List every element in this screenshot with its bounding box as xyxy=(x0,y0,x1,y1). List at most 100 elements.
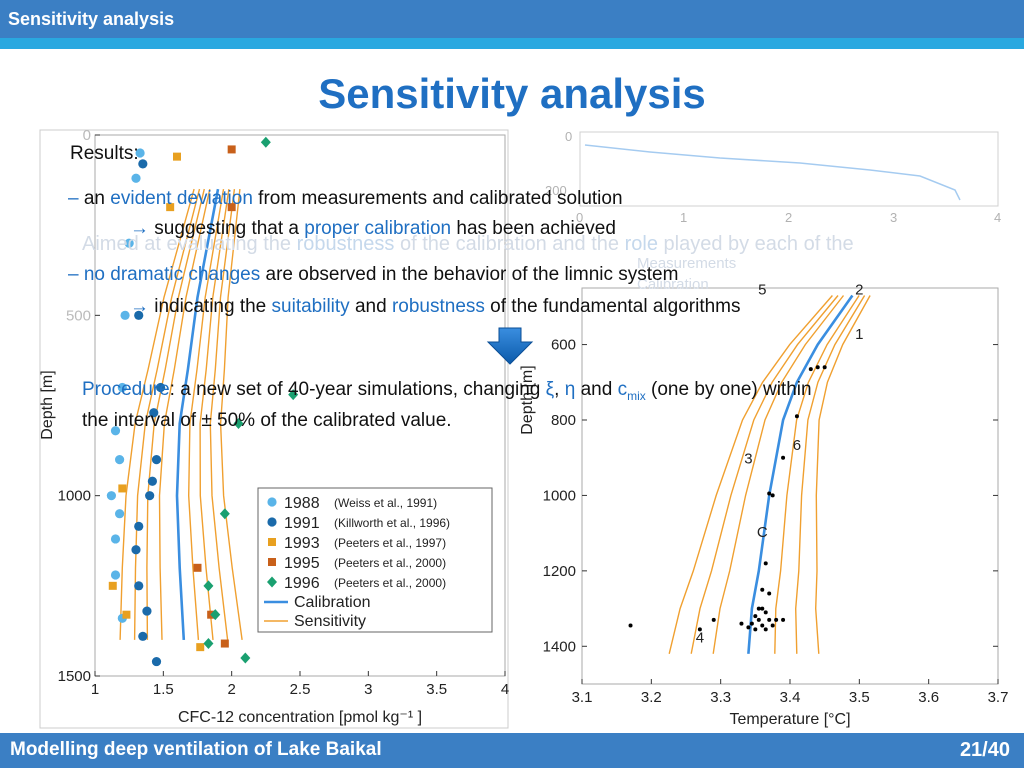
ghost-text: Aimed at evaluating the xyxy=(82,233,297,255)
background-chart-line xyxy=(584,144,961,201)
data-point-1988 xyxy=(106,491,116,501)
data-point-1991 xyxy=(142,606,152,616)
bullet-text: of the fundamental algorithms xyxy=(484,296,741,317)
curve-label: 6 xyxy=(793,437,801,454)
data-point-1996 xyxy=(210,609,221,621)
curve-label: 4 xyxy=(696,630,704,647)
arrow-icon: → xyxy=(130,218,155,239)
sensitivity-line xyxy=(158,188,211,640)
y-tick-label: 1000 xyxy=(58,488,91,505)
footer-bar xyxy=(0,733,1024,768)
background-chart-tick: 0 xyxy=(565,129,572,144)
data-point-1991 xyxy=(156,382,166,393)
data-point-1995 xyxy=(227,203,236,212)
highlight-text: suitability xyxy=(271,296,350,317)
x-tick-label: 3.5 xyxy=(426,681,447,698)
measurement-point xyxy=(794,414,799,419)
procedure-text: : a new set of 40-year simulations, chan… xyxy=(169,379,546,400)
procedure-text: , xyxy=(554,379,565,400)
measurement-point xyxy=(628,623,633,628)
measurement-point xyxy=(760,623,765,628)
header-bar xyxy=(0,0,1024,38)
sensitivity-line xyxy=(133,188,201,640)
data-point-1993 xyxy=(166,203,175,212)
x-tick-label: 3.2 xyxy=(641,689,662,706)
highlight-text: no dramatic changes xyxy=(83,264,261,285)
data-point-1996 xyxy=(203,638,214,650)
measurement-point xyxy=(763,561,768,566)
measurement-point xyxy=(697,627,702,632)
x-axis-label: CFC-12 concentration [pmol kg⁻¹ ] xyxy=(178,709,422,726)
y-axis-label: Depth [m] xyxy=(519,365,536,434)
measurement-point xyxy=(781,455,786,460)
legend-line-label: Sensitivity xyxy=(294,613,366,630)
y-tick-label: 1000 xyxy=(543,487,576,504)
curve-label: 2 xyxy=(855,281,863,298)
measurement-point xyxy=(763,627,768,632)
data-point-1988 xyxy=(110,426,121,436)
data-point-1988 xyxy=(135,148,145,158)
legend-reference: (Peeters et al., 1997) xyxy=(334,536,446,550)
ghost-text: of the calibration and the xyxy=(394,233,625,255)
data-point-1991 xyxy=(147,476,157,486)
legend-marker xyxy=(268,558,276,566)
measurement-point xyxy=(767,591,772,596)
legend-marker xyxy=(268,538,276,546)
x-tick-label: 2 xyxy=(227,681,235,698)
results-label: Results: xyxy=(70,143,139,164)
highlight-text: evident deviation xyxy=(110,188,253,209)
section-label: Sensitivity analysis xyxy=(8,9,175,29)
bullet-text: and xyxy=(349,296,392,317)
data-point-1991 xyxy=(131,545,141,555)
x-tick-label: 3.6 xyxy=(918,689,939,706)
measurement-point xyxy=(749,621,754,626)
data-point-1988 xyxy=(120,310,130,320)
legend-marker xyxy=(267,576,277,588)
ghost-legend-1: Measurements xyxy=(637,255,737,272)
legend-year: 1988 xyxy=(284,495,320,512)
calibration-line xyxy=(175,188,220,640)
calibration-line xyxy=(747,294,854,654)
x-tick-label: 4 xyxy=(501,681,509,698)
measurement-point xyxy=(756,617,761,622)
procedure-text: (one by one) within xyxy=(645,379,812,400)
curve-label: 3 xyxy=(744,450,752,467)
y-tick-label: 1400 xyxy=(543,638,576,655)
data-point-1988 xyxy=(115,455,125,465)
ghost-legend-2: Calibration xyxy=(637,276,709,293)
data-point-1988 xyxy=(131,173,141,183)
cfc12-chart: 1 1.5 2 2.5 3 3.5 4 0 500 1000 1500 CFC-12 concentr… xyxy=(39,127,509,729)
sensitivity-line xyxy=(668,295,833,654)
x-tick-label: 2.5 xyxy=(290,681,311,698)
data-point-1996 xyxy=(203,580,214,592)
bullet-text: from measurements and calibrated solutio… xyxy=(252,188,623,209)
background-chart-frame xyxy=(579,131,999,207)
temperature-plot-frame xyxy=(581,287,999,685)
data-point-1988 xyxy=(115,509,125,519)
legend-year: 1996 xyxy=(284,575,320,592)
ghost-text: role xyxy=(624,233,658,255)
y-tick-label: 1200 xyxy=(543,563,576,580)
procedure-label: Procedure xyxy=(82,379,170,400)
result-bullet-2: – no dramatic changes are observed in th… xyxy=(68,264,678,287)
measurement-point xyxy=(711,617,716,622)
bullet-text: indicating the xyxy=(154,296,272,317)
background-chart-tick: 0 xyxy=(576,210,583,225)
background-chart-tick: 4 xyxy=(994,210,1001,225)
sensitivity-line xyxy=(119,188,195,640)
y-tick-label: 500 xyxy=(66,307,91,324)
data-point-1991 xyxy=(151,455,162,465)
measurement-point xyxy=(753,614,758,619)
x-tick-label: 1 xyxy=(91,681,99,698)
legend-box xyxy=(257,487,493,633)
down-arrow-icon xyxy=(486,327,534,365)
curve-label: 5 xyxy=(758,281,766,298)
data-point-1993 xyxy=(108,581,117,590)
x-tick-label: 1.5 xyxy=(153,681,174,698)
sensitivity-line xyxy=(690,295,839,654)
data-point-1991 xyxy=(138,159,148,169)
measurement-point xyxy=(774,617,779,622)
data-point-1993 xyxy=(122,610,131,619)
x-axis-label: Temperature [°C] xyxy=(729,711,850,728)
